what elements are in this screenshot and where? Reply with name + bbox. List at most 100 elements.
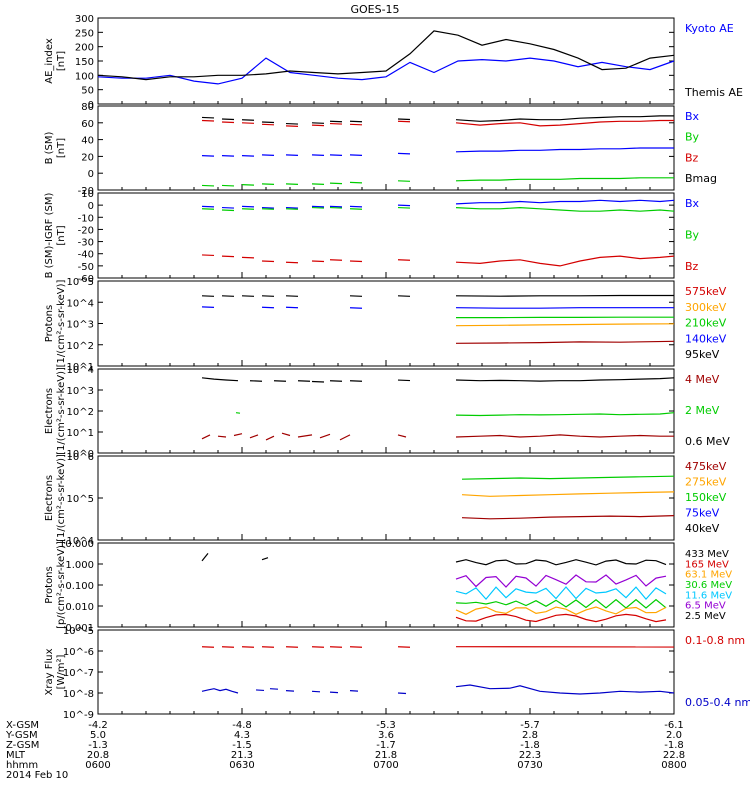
bx-segment (286, 155, 298, 156)
legend-label: 40keV (685, 522, 720, 535)
y-axis-label: Xray Flux (44, 648, 55, 695)
by-segment (222, 185, 234, 186)
bz-segment (262, 124, 274, 125)
xray-long-segment (330, 647, 342, 648)
chart-title: GOES-15 (350, 3, 399, 16)
dbz-segment (398, 260, 410, 261)
by-line (456, 178, 674, 181)
bz-segment (312, 125, 324, 126)
bx-line (456, 148, 674, 152)
bmag-segment (398, 119, 410, 120)
xray-short-segment (202, 689, 238, 693)
legend-label: 575keV (685, 285, 727, 298)
dby-segment (242, 209, 254, 210)
dbx-segment (398, 205, 410, 206)
electron-4mev-segment (202, 435, 210, 439)
by-segment (398, 181, 410, 182)
dby-segment (202, 209, 214, 210)
panel-frame (98, 106, 674, 190)
electron-06mev-segment (312, 382, 324, 383)
legend-label: 2.5 MeV (685, 611, 726, 622)
legend-label: By (685, 229, 700, 242)
electron-4mev-segment (234, 434, 242, 436)
panel-frame (98, 18, 674, 104)
y-tick-label: 50 (81, 86, 94, 97)
xray-long-segment (286, 647, 298, 648)
bmag-segment (330, 121, 342, 122)
y-tick-label: 10^1 (67, 428, 94, 439)
bz-segment (222, 122, 234, 123)
electron-4mev-segment (298, 435, 312, 437)
y-axis-unit: [W/m²] (56, 654, 67, 689)
legend-label: 275keV (685, 476, 727, 489)
electron-06mev-line (456, 378, 674, 381)
dbx-segment (350, 206, 362, 207)
dbz-segment (262, 261, 274, 262)
electron-06mev-segment (202, 378, 238, 381)
xray-long-segment (398, 647, 410, 648)
panel-frame (98, 630, 674, 714)
y-tick-label: 10^-7 (63, 668, 94, 679)
proton-95kev-segment (202, 296, 214, 297)
xray-short-segment (330, 692, 338, 693)
panel-frame (98, 193, 674, 278)
proton-140kev-segment (286, 307, 298, 308)
by-segment (202, 185, 214, 186)
y-tick-label: 1.000 (65, 560, 94, 571)
legend-label: 75keV (685, 507, 720, 520)
dbx-segment (242, 206, 254, 207)
bx-segment (312, 155, 324, 156)
y-tick-label: 10 (81, 189, 94, 200)
dbx-segment (262, 208, 274, 209)
by-segment (242, 185, 254, 186)
xray-long-segment (262, 647, 274, 648)
proton-95kev-segment (350, 296, 362, 297)
y-tick-label: 10^-8 (63, 689, 94, 700)
ae-series-line (98, 31, 674, 80)
y-axis-label: Electrons (44, 388, 55, 434)
electron-4mev-segment (266, 436, 274, 440)
ephemeris-value: 0700 (373, 760, 398, 771)
dbz-segment (312, 261, 324, 262)
dbz-segment (202, 255, 214, 256)
legend-label: 0.05-0.4 nm (685, 696, 750, 709)
by-segment (330, 183, 342, 184)
dbz-segment (350, 261, 362, 262)
y-axis-unit: [1/(cm²-s-sr-keV)] (56, 280, 67, 368)
ephemeris-value: 0630 (229, 760, 254, 771)
dbz-line (456, 256, 674, 266)
electron-4mev-segment (250, 435, 258, 438)
legend-label: 475keV (685, 460, 727, 473)
dby-segment (330, 208, 342, 209)
dby-segment (286, 209, 298, 210)
dbx-segment (330, 206, 342, 207)
y-axis-label: AE_index (44, 38, 55, 84)
bmag-segment (312, 123, 324, 124)
xray-short-segment (270, 689, 278, 690)
ephemeris-value: 0800 (661, 760, 686, 771)
xray-long-segment (222, 647, 234, 648)
proton-433mev-segment (262, 558, 268, 560)
y-tick-label: 300 (75, 14, 94, 25)
legend-label: 210keV (685, 317, 727, 330)
electron-06mev-segment (350, 381, 362, 382)
electron-06mev-segment (298, 381, 310, 382)
xray-short-segment (312, 691, 320, 692)
plot-date: 2014 Feb 10 (6, 770, 68, 781)
y-tick-label: -20 (78, 225, 94, 236)
bz-segment (398, 121, 410, 122)
electron-06mev-segment (250, 381, 262, 382)
y-tick-label: 10^5 (67, 494, 94, 505)
electron-4mev-line (456, 435, 674, 437)
proton-95kev-line (456, 296, 674, 297)
ephemeris-value: 0600 (85, 760, 110, 771)
bx-segment (350, 155, 362, 156)
y-tick-label: 10^2 (67, 407, 94, 418)
y-tick-label: 0 (88, 201, 94, 212)
y-axis-unit: [nT] (56, 51, 67, 71)
electron-4mev-segment (398, 435, 406, 437)
legend-label: 300keV (685, 301, 727, 314)
y-axis-label: Electrons (44, 475, 55, 521)
legend-label: 95keV (685, 348, 720, 361)
